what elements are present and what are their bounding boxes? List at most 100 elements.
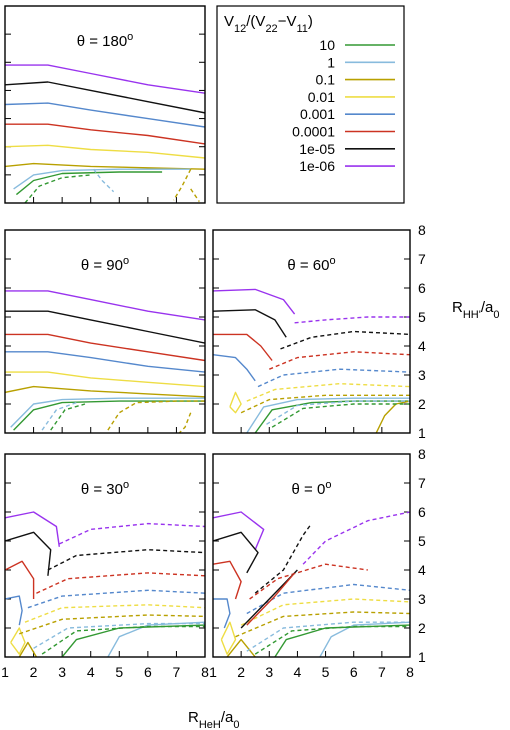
contour-line — [61, 624, 205, 657]
panel-theta-label: θ = 60o — [287, 255, 335, 274]
contour-line — [246, 572, 296, 626]
legend-entry-label: 0.1 — [316, 72, 336, 88]
y-tick-label: 4 — [418, 562, 426, 578]
contour-line — [10, 397, 205, 428]
label-subscript: 0 — [233, 719, 239, 730]
contour-line — [213, 354, 256, 382]
legend-box — [216, 5, 405, 204]
panel-frame — [212, 453, 411, 658]
contour-line — [5, 123, 205, 145]
contour-line — [5, 144, 205, 159]
y-tick-label: 2 — [418, 396, 426, 412]
panel-theta-label: θ = 30o — [81, 479, 129, 498]
contour-line — [93, 168, 115, 193]
legend-entry-label: 0.001 — [300, 106, 335, 122]
x-tick-label: 3 — [58, 664, 66, 680]
x-tick-label: 3 — [265, 664, 273, 680]
contour-line — [240, 394, 410, 414]
x-tick-label: 5 — [322, 664, 330, 680]
contour-line — [47, 549, 205, 571]
contour-line — [5, 162, 205, 170]
series-group — [5, 511, 205, 657]
contour-line — [319, 621, 410, 657]
contour-line — [41, 625, 205, 655]
label-text: θ = 0 — [292, 481, 326, 498]
contour-line — [18, 641, 38, 657]
x-tick-label: 6 — [144, 664, 152, 680]
contour-line — [5, 371, 205, 388]
x-tick-label: 7 — [173, 664, 181, 680]
contour-line — [269, 351, 410, 370]
contour-line — [24, 604, 205, 623]
contour-line — [254, 400, 410, 433]
contour-line — [213, 560, 242, 600]
x-tick-label: 1 — [1, 664, 9, 680]
contour-line — [246, 621, 410, 652]
panel-frame — [4, 453, 206, 658]
degree-superscript: o — [330, 255, 336, 267]
label-text: R — [452, 299, 463, 316]
legend-title: V12/(V22−V11) — [224, 13, 313, 35]
legend-title-subscript: 11 — [296, 23, 307, 35]
degree-superscript: o — [123, 255, 129, 267]
y-tick-label: 4 — [418, 338, 426, 354]
contour-line — [302, 511, 410, 565]
contour-line — [13, 400, 205, 431]
x-tick-label: 2 — [237, 664, 245, 680]
contour-line — [5, 81, 205, 114]
contour-line — [10, 627, 26, 655]
series-group — [5, 64, 205, 203]
contour-line — [220, 621, 237, 655]
legend-title-subscript: 22 — [265, 23, 277, 35]
contour-line — [274, 624, 410, 657]
y-axis-label: RHH'/a0 — [452, 299, 499, 321]
label-text: /a — [481, 299, 494, 316]
series-group — [213, 511, 410, 657]
x-tick-label: 4 — [87, 664, 95, 680]
contour-line — [5, 351, 205, 373]
label-text: R — [188, 709, 199, 726]
contour-line — [5, 333, 205, 362]
series-group — [213, 288, 410, 433]
x-tick-label: 8 — [201, 664, 209, 680]
label-subscript: 0 — [493, 309, 499, 321]
contour-line — [24, 174, 91, 203]
panel-theta-label: θ = 90o — [81, 255, 129, 274]
legend-title-subscript: 12 — [234, 23, 246, 35]
contour-line — [15, 171, 163, 196]
contour-line — [5, 560, 35, 599]
y-tick-label: 2 — [418, 620, 426, 636]
y-tick-label: 3 — [418, 591, 426, 607]
label-text: θ = 90 — [81, 257, 123, 274]
x-tick-label: 5 — [115, 664, 123, 680]
label-text: θ = 180 — [77, 33, 127, 50]
panel: θ = 90o — [4, 229, 206, 434]
contour-line — [5, 64, 205, 94]
y-tick-label: 5 — [418, 309, 426, 325]
contour-line — [5, 531, 52, 576]
contour-line — [246, 397, 410, 433]
degree-superscript: o — [325, 479, 331, 491]
y-tick-label: 7 — [418, 251, 426, 267]
contour-line — [246, 583, 410, 615]
contour-line — [271, 403, 410, 428]
contour-line — [213, 598, 231, 629]
contour-line — [254, 625, 410, 655]
contour-line — [5, 290, 205, 321]
contour-line — [107, 400, 205, 431]
label-subscript: HH' — [463, 309, 481, 321]
y-tick-label: 1 — [418, 649, 426, 665]
contour-line — [19, 614, 205, 635]
panel-theta-label: θ = 0o — [292, 479, 332, 498]
x-tick-label: 6 — [350, 664, 358, 680]
legend-title-text: /(V — [246, 13, 265, 30]
panel-frame — [212, 229, 411, 434]
x-tick-label: 7 — [378, 664, 386, 680]
contour-line — [33, 622, 205, 649]
contour-line — [213, 531, 259, 574]
contour-line — [5, 595, 23, 626]
contour-line — [190, 188, 200, 202]
